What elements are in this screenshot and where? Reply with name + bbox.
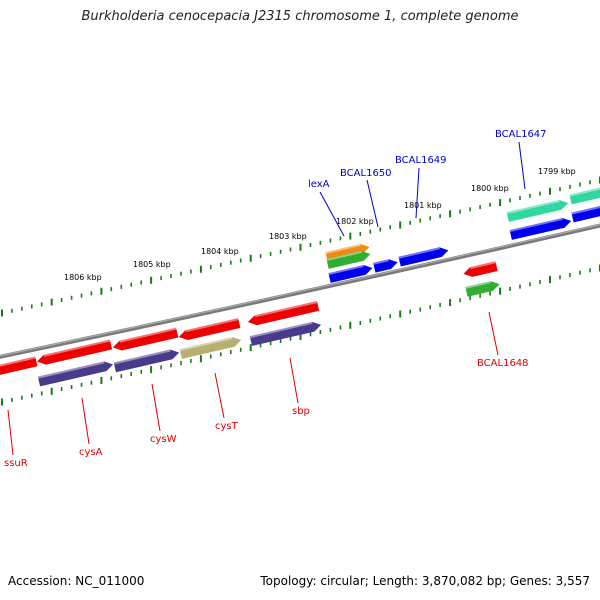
map-title: Burkholderia cenocepacia J2315 chromosom… — [81, 9, 519, 24]
gene-BCAL1647-2[interactable] — [571, 204, 600, 223]
outer-tick-ring — [1, 176, 600, 317]
leader-cysW — [151, 383, 161, 432]
gene-BCAL1647-2-shine — [571, 205, 600, 215]
gene-sbp-reverse-body — [247, 301, 320, 326]
gene-BCAL1647-teal-2[interactable] — [569, 186, 600, 205]
inner-tick-ring — [1, 264, 600, 406]
gene-BCAL1648-reverse-shine — [470, 261, 496, 270]
gene-ssuR[interactable] — [0, 356, 38, 378]
kbp-label-1806: 1806 kbp — [64, 273, 102, 282]
gene-ssuR-shine — [0, 356, 36, 368]
gene-ssuR-body — [0, 356, 38, 376]
gene-BCAL1649[interactable] — [398, 246, 450, 267]
gene-BCAL1648-reverse[interactable] — [462, 261, 498, 278]
gene-label-lexA: lexA — [308, 179, 330, 190]
gene-lexA[interactable] — [328, 263, 373, 283]
kbp-label-1801: 1801 kbp — [404, 201, 442, 210]
gene-cysW-reverse[interactable] — [112, 327, 179, 353]
gene-sbp[interactable] — [249, 320, 322, 346]
gene-lexA-green-body — [326, 250, 371, 269]
leader-sbp — [289, 357, 299, 404]
gene-BCAL1647-2-body — [571, 205, 600, 223]
gene-cysA-reverse-body — [36, 339, 113, 365]
gene-cysA-body — [37, 361, 114, 387]
gene-cysW-reverse-body — [112, 327, 179, 351]
gene-label-cysT: cysT — [215, 421, 239, 432]
gene-sbp-reverse[interactable] — [247, 301, 320, 327]
accession-text: Accession: NC_011000 — [8, 574, 145, 588]
gene-features — [0, 186, 600, 387]
gene-cysA-reverse[interactable] — [36, 339, 113, 367]
gene-cysT-reverse-shine — [185, 318, 239, 333]
gene-BCAL1650-body — [373, 259, 398, 273]
gene-lexA-green[interactable] — [326, 249, 371, 269]
gene-BCAL1647-teal-shine — [506, 199, 560, 215]
gene-BCAL1647-teal-2-shine — [569, 187, 600, 197]
gene-BCAL1650-shine — [373, 259, 390, 265]
gene-cysW-reverse-shine — [119, 327, 177, 343]
gene-BCAL1647[interactable] — [509, 216, 573, 240]
gene-cysT-body — [179, 336, 242, 359]
gene-BCAL1649-shine — [398, 247, 440, 259]
kbp-label-1799: 1799 kbp — [538, 167, 576, 176]
gene-sbp-reverse-shine — [254, 301, 318, 318]
chromosome-backbone-highlight — [0, 224, 600, 357]
gene-cysT-reverse-body — [178, 318, 241, 341]
gene-label-ssuR: ssuR — [4, 458, 28, 469]
gene-lexA-orange-shine — [325, 243, 361, 255]
leader-BCAL1650 — [366, 179, 379, 228]
gene-cysA-shine — [37, 361, 105, 379]
label-leader-lines — [7, 141, 526, 456]
gene-cysW-body — [113, 349, 180, 373]
kbp-label-1802: 1802 kbp — [336, 217, 374, 226]
leader-BCAL1648 — [488, 311, 499, 356]
leader-ssuR — [7, 409, 14, 456]
kbp-label-1804: 1804 kbp — [201, 247, 239, 256]
gene-cysT-shine — [179, 336, 233, 352]
gene-BCAL1647-body — [509, 217, 572, 240]
kbp-label-1800: 1800 kbp — [471, 184, 509, 193]
leader-cysA — [81, 397, 90, 445]
gene-BCAL1647-teal-body — [506, 199, 569, 222]
gene-sbp-shine — [249, 321, 313, 339]
gene-cysW-shine — [113, 349, 171, 365]
leader-cysT — [214, 372, 225, 419]
gene-BCAL1649-body — [398, 247, 449, 267]
gene-cysA[interactable] — [37, 360, 114, 387]
gene-label-BCAL1650: BCAL1650 — [340, 168, 392, 179]
gene-BCAL1648-reverse-body — [463, 261, 498, 277]
gene-label-cysW: cysW — [150, 434, 177, 445]
topology-text: Topology: circular; Length: 3,870,082 bp… — [260, 574, 590, 588]
gene-BCAL1647-teal-2-body — [569, 187, 600, 205]
leader-BCAL1647 — [518, 141, 526, 190]
gene-BCAL1648-shine — [465, 281, 492, 289]
gene-BCAL1650[interactable] — [373, 257, 399, 273]
gene-lexA-shine — [328, 264, 364, 276]
gene-BCAL1648-body — [465, 281, 500, 297]
leader-lexA — [319, 191, 345, 237]
gene-label-BCAL1649: BCAL1649 — [395, 155, 447, 166]
kbp-label-1805: 1805 kbp — [133, 260, 171, 269]
gene-cysT[interactable] — [179, 335, 243, 359]
gene-label-sbp: sbp — [292, 406, 310, 417]
gene-cysW[interactable] — [113, 348, 181, 373]
gene-cysA-reverse-shine — [43, 339, 111, 357]
gene-BCAL1648[interactable] — [465, 279, 500, 297]
chromosome-backbone — [0, 223, 600, 359]
gene-lexA-green-shine — [326, 250, 362, 262]
kbp-label-1803: 1803 kbp — [269, 232, 307, 241]
gene-BCAL1647-shine — [509, 217, 563, 233]
gene-cysT-reverse[interactable] — [178, 318, 241, 342]
gene-sbp-body — [249, 321, 322, 346]
gene-label-BCAL1648: BCAL1648 — [477, 358, 529, 369]
gene-label-BCAL1647: BCAL1647 — [495, 129, 547, 140]
gene-BCAL1647-teal[interactable] — [506, 198, 570, 222]
gene-label-cysA: cysA — [79, 447, 103, 458]
leader-BCAL1649 — [415, 167, 420, 219]
gene-lexA-body — [328, 264, 373, 283]
